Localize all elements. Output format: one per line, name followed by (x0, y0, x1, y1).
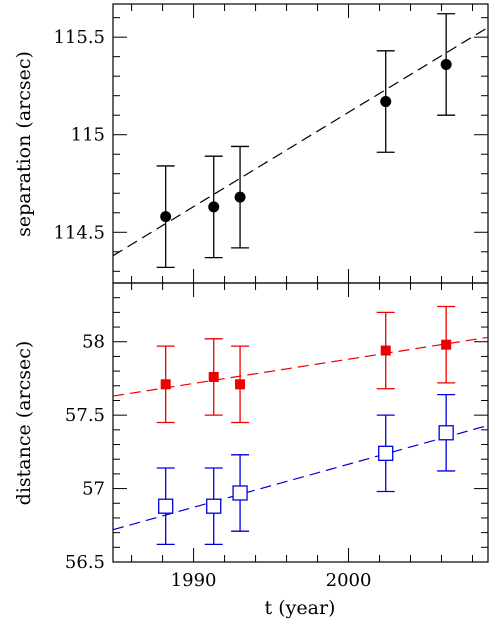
data-point (160, 211, 172, 223)
fit-line (112, 424, 489, 531)
x-tick-label: 2000 (326, 570, 372, 591)
fit-line (112, 26, 489, 257)
data-point (208, 371, 219, 382)
fit-line (112, 336, 489, 397)
plot-frame (112, 282, 489, 563)
data-point (438, 425, 454, 441)
data-point (235, 379, 246, 390)
x-tick-label: 1990 (171, 570, 217, 591)
plot-frame (112, 3, 489, 284)
data-point (158, 498, 174, 514)
y-tick-label: 115 (71, 125, 105, 146)
y-tick-label: 114.5 (53, 222, 105, 243)
y-tick-label: 115.5 (53, 27, 105, 48)
data-point (440, 58, 452, 70)
data-point (380, 96, 392, 108)
data-point (380, 345, 391, 356)
top-panel: 114.5 115 115.5 (53, 3, 489, 284)
data-point (234, 191, 246, 203)
y-axis-label-separation: separation (arcsec) (13, 51, 35, 237)
data-point (232, 485, 248, 501)
data-point (160, 379, 171, 390)
data-point (206, 498, 222, 514)
bottom-panel: 56.5 57 57.5 58 1990 2000 (65, 282, 489, 591)
x-axis-label: t (year) (265, 597, 336, 619)
data-point (208, 201, 220, 213)
y-tick-label: 56.5 (65, 552, 105, 573)
y-axis-label-distance: distance (arcsec) (13, 341, 35, 506)
data-point (441, 339, 452, 350)
y-tick-label: 58 (82, 332, 105, 353)
y-tick-label: 57.5 (65, 405, 105, 426)
y-tick-label: 57 (82, 479, 105, 500)
data-point (378, 445, 394, 461)
